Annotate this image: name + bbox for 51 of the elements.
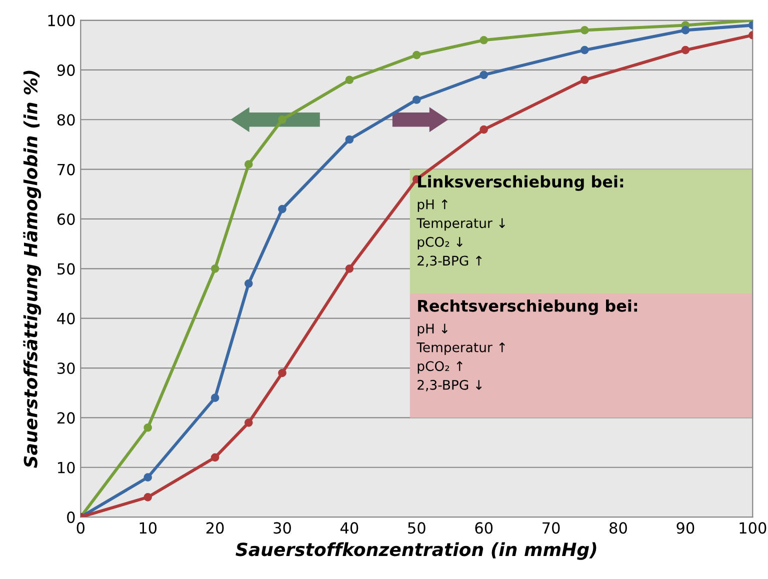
x-tick-label: 10 [140,522,157,534]
point [480,36,488,44]
point [210,453,220,462]
y-tick-label: 80 [57,114,75,126]
point [278,115,286,124]
x-tick-label: 70 [542,522,560,534]
y-tick-label: 0 [67,512,75,524]
point [412,50,421,60]
x-tick-label: 20 [206,522,224,534]
x-tick-label: 60 [475,522,493,534]
x-tick-label: 80 [610,522,627,534]
y-tick-label: 40 [57,312,75,324]
x-tick-label: 90 [676,522,694,534]
y-tick-label: 50 [58,263,75,275]
x-axis-title: Sauerstoffkonzentration (in mmHg) [236,542,596,560]
point [210,394,220,402]
y-tick-label: 30 [58,362,75,374]
point [681,46,690,54]
x-tick-label: 50 [408,522,426,534]
x-tick-label: 40 [340,522,358,534]
point [210,264,220,273]
point [278,204,286,214]
y-tick-label: 90 [57,64,75,76]
point [345,76,354,84]
y-tick-label: 60 [57,213,75,225]
annotation: Rechtsverschiebung bei: pH ↓ Temperatur ↑ pCO₂ ↑ 2,3-BPG ↓ [416,299,638,392]
point [480,70,488,80]
y-tick-label: 70 [58,164,75,176]
x-tick-label: 100 [740,522,766,534]
y-axis-title: Sauerstoffsättigung Hämoglobin (in %) [23,70,42,468]
y-tick-label: 10 [58,462,75,474]
point [345,135,354,144]
point [244,279,253,288]
point [244,418,253,427]
y-tick-label: 20 [57,412,75,424]
point [580,46,589,54]
point [278,368,286,378]
point [681,26,690,34]
point [244,160,253,168]
point [144,423,152,432]
point [580,76,589,84]
x-tick-label: 30 [274,522,291,534]
point [144,473,152,482]
y-tick-label: 100 [48,14,75,26]
point [480,125,488,134]
point [144,493,152,502]
point [345,264,354,273]
point [412,96,421,104]
x-tick-label: 0 [76,522,84,534]
annotation: Linksverschiebung bei: pH ↑ Temperatur ↓ pCO₂ ↓ 2,3-BPG ↑ [416,175,624,268]
point [580,26,589,34]
